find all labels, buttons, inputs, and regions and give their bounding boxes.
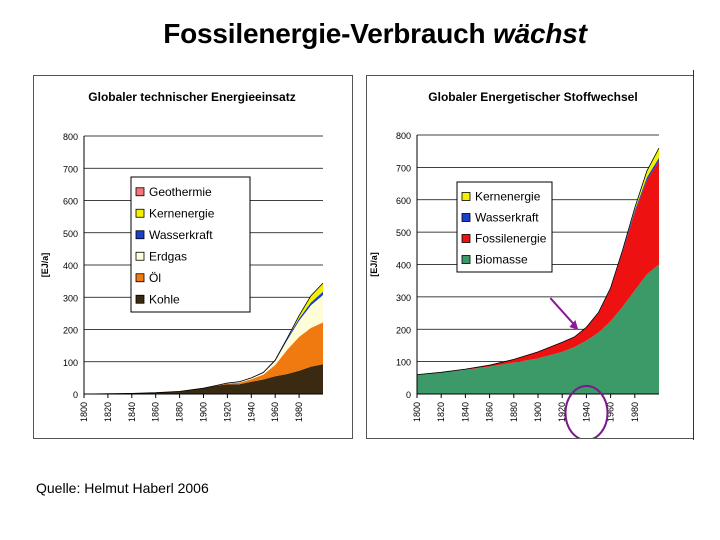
legend-swatch-oel [135,273,145,283]
x-tick-label: 1900 [199,402,209,422]
x-tick-label: 1940 [246,402,256,422]
y-tick-label: 100 [63,358,78,368]
chart-energy-metabolism-svg: Globaler Energetischer Stoffwechsel 0 100 2… [369,90,660,438]
x-tick-label: 1960 [270,402,280,422]
total-outline [416,147,660,375]
title-main: Fossilenergie-Verbrauch [163,18,486,49]
y-tick-label: 300 [396,293,411,303]
x-tick-label: 1900 [533,402,543,422]
y-tick-label: 600 [63,197,78,207]
title-emphasis: wächst [493,18,587,49]
y-tick-label: 400 [396,261,411,271]
y-tick-label: 500 [396,228,411,238]
legend-label-kohle: Kohle [149,292,180,306]
chart-title: Globaler technischer Energieeinsatz [88,90,295,104]
x-tick-label: 1840 [127,402,137,422]
area-kohle [84,364,323,394]
legend-swatch-kernenergie [461,192,471,201]
x-tick-label: 1820 [436,402,446,422]
chart-technical-energy-svg: Globaler technischer Energieeinsatz 0 100 2… [40,90,324,422]
area-oel [84,322,323,394]
chart-title: Globaler Energetischer Stoffwechsel [428,90,637,104]
y-tick-label: 0 [73,390,78,400]
x-tick-label: 1880 [175,402,185,422]
legend-swatch-erdgas [135,251,145,261]
x-tick-label: 1920 [557,402,567,422]
y-tick-label: 200 [63,326,78,336]
y-tick-label: 200 [396,325,411,335]
x-tick-label: 1980 [630,402,640,422]
chart-panel-energy-metabolism: Globaler Energetischer Stoffwechsel 0 100 2… [366,75,694,439]
legend-swatch-fossilenergie [461,234,471,243]
legend-swatch-wasserkraft [135,230,145,240]
y-tick-label: 600 [396,196,411,206]
legend-swatch-wasserkraft [461,213,471,222]
slide-title: Fossilenergie-Verbrauch wächst [0,18,720,50]
x-tick-label: 1960 [606,402,616,422]
x-tick-label: 1980 [294,402,304,422]
y-tick-label: 100 [396,358,411,368]
x-tick-label: 1820 [103,402,113,422]
source-caption: Quelle: Helmut Haberl 2006 [36,480,209,496]
y-axis-label: [EJ/a] [40,253,50,278]
y-tick-label: 800 [396,131,411,141]
legend-swatch-geothermie [135,187,145,197]
x-tick-label: 1920 [222,402,232,422]
x-tick-label: 1880 [509,402,519,422]
legend-box [130,176,251,313]
x-tick-label: 1800 [79,402,89,422]
y-tick-label: 0 [406,390,411,400]
area-biomasse [417,264,659,394]
slide-divider [693,70,694,440]
x-tick-label: 1860 [151,402,161,422]
y-tick-label: 800 [63,132,78,142]
legend-label-fossilenergie: Fossilenergie [475,232,547,246]
legend-label-erdgas: Erdgas [149,249,187,263]
chart-panel-technical-energy: Globaler technischer Energieeinsatz 0 100 2… [33,75,353,439]
annotation-circle [564,385,609,438]
y-axis-label: [EJ/a] [369,252,379,277]
legend-label-wasserkraft: Wasserkraft [475,211,539,225]
x-tick-label: 1940 [581,402,591,422]
legend-swatch-kernenergie [135,208,145,218]
annotation-arrow [549,297,578,328]
y-tick-label: 500 [63,229,78,239]
legend-label-geothermie: Geothermie [149,185,212,199]
legend-box [456,181,553,273]
area-fossilenergie [417,160,659,375]
legend-label-biomasse: Biomasse [475,253,528,267]
y-tick-label: 400 [63,261,78,271]
x-tick-label: 1800 [412,402,422,422]
y-tick-label: 300 [63,293,78,303]
legend-swatch-biomasse [461,255,471,264]
legend-label-wasserkraft: Wasserkraft [149,228,213,242]
x-tick-label: 1860 [485,402,495,422]
annotation-arrow-head [569,320,579,331]
total-outline [83,282,324,395]
legend-label-kernenergie: Kernenergie [475,190,541,204]
legend-swatch-kohle [135,294,145,304]
legend-label-oel: Öl [149,271,161,285]
x-tick-label: 1840 [460,402,470,422]
y-tick-label: 700 [63,164,78,174]
y-tick-label: 700 [396,163,411,173]
legend-label-kernenergie: Kernenergie [149,206,215,220]
